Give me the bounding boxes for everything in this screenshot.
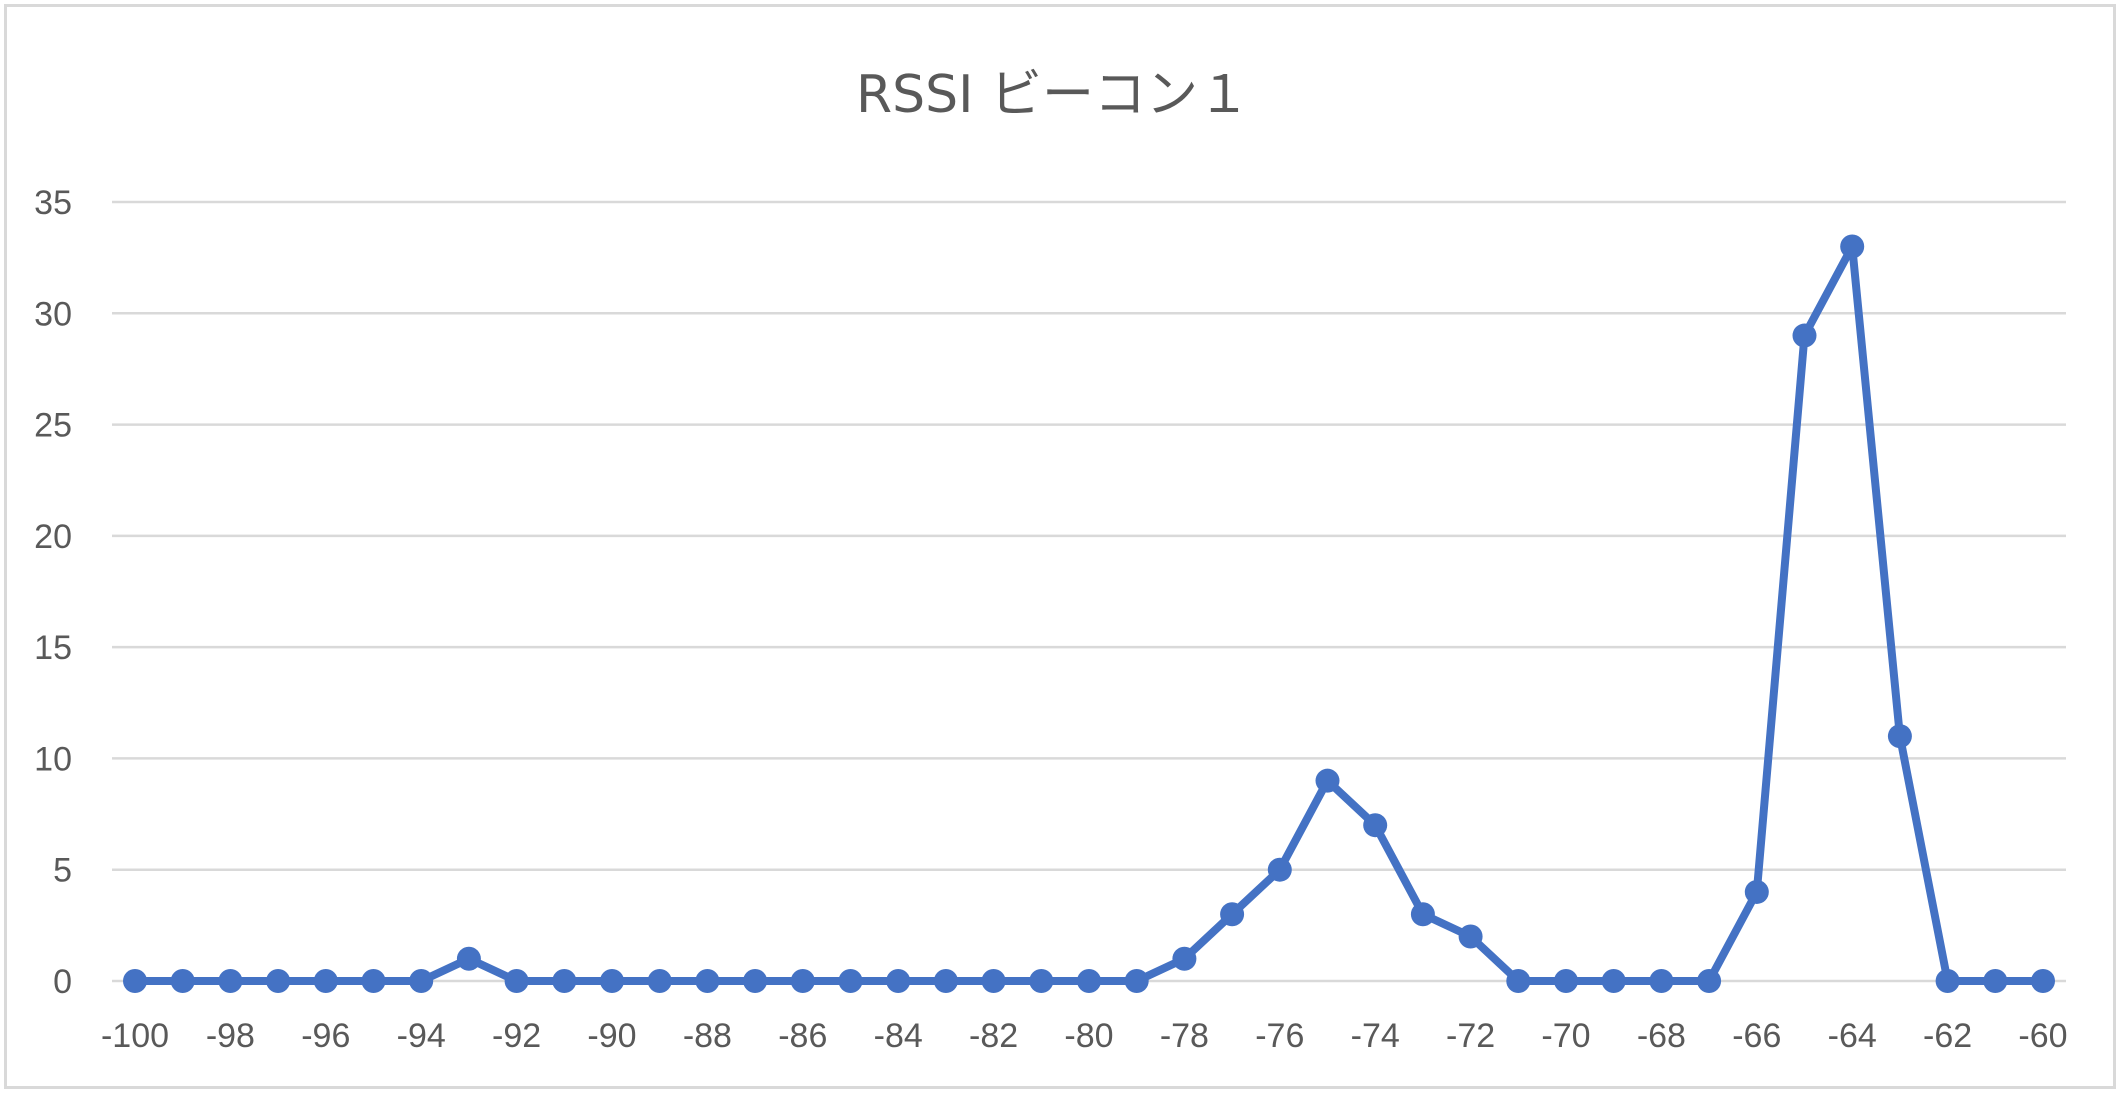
x-axis-ticks: -100 -98 -96 -94 -92 -90 -88 -86 -84 -82 -80 -78 -76… (101, 1017, 2068, 1055)
y-tick-label: 20 (34, 518, 72, 556)
data-point (1410, 902, 1435, 927)
x-tick-label: -60 (2018, 1017, 2067, 1055)
data-point (361, 969, 386, 993)
x-tick-label: -96 (301, 1017, 350, 1055)
data-point (552, 969, 577, 993)
data-point (1792, 323, 1817, 348)
x-tick-label: -88 (683, 1017, 732, 1055)
x-tick-label: -64 (1828, 1017, 1877, 1055)
data-point (1935, 969, 1960, 993)
y-tick-label: 30 (34, 295, 72, 333)
data-point (1267, 857, 1292, 882)
data-point (790, 969, 815, 993)
y-tick-label: 10 (34, 740, 72, 778)
data-point (1649, 969, 1674, 993)
y-tick-label: 15 (34, 629, 72, 667)
data-point (981, 969, 1006, 993)
gridlines (112, 200, 2066, 983)
x-tick-label: -100 (101, 1017, 169, 1055)
x-tick-label: -90 (587, 1017, 636, 1055)
data-point (1887, 724, 1912, 749)
data-point (1363, 813, 1388, 838)
data-point (838, 969, 863, 993)
data-point (1506, 969, 1531, 993)
data-point (1077, 969, 1101, 993)
x-tick-label: -68 (1637, 1017, 1686, 1055)
data-point (1840, 234, 1865, 259)
data-point (1124, 969, 1149, 993)
x-tick-label: -98 (206, 1017, 255, 1055)
y-tick-label: 25 (34, 407, 72, 445)
data-point (647, 969, 672, 993)
data-point (1315, 768, 1340, 793)
data-point (1220, 902, 1245, 927)
y-tick-label: 0 (53, 963, 72, 1001)
data-point (409, 969, 434, 993)
x-tick-label: -70 (1541, 1017, 1590, 1055)
data-point (1458, 924, 1483, 949)
data-point (600, 969, 624, 993)
x-tick-label: -66 (1732, 1017, 1781, 1055)
x-tick-label: -82 (969, 1017, 1018, 1055)
data-point (886, 969, 911, 993)
chart-frame (4, 4, 2116, 1089)
x-tick-label: -72 (1446, 1017, 1495, 1055)
data-point (170, 969, 195, 993)
data-point (1554, 969, 1578, 993)
x-tick-label: -84 (874, 1017, 923, 1055)
x-tick-label: -94 (397, 1017, 446, 1055)
x-tick-label: -62 (1923, 1017, 1972, 1055)
y-tick-label: 35 (34, 184, 72, 222)
data-point (123, 969, 147, 993)
x-tick-label: -74 (1351, 1017, 1400, 1055)
data-point (456, 946, 481, 971)
x-tick-label: -86 (778, 1017, 827, 1055)
y-axis-ticks: 0 5 10 15 20 25 30 35 (34, 184, 72, 1001)
data-point (743, 969, 768, 993)
chart-title: RSSI ビーコン１ (856, 65, 1250, 125)
y-tick-label: 5 (53, 852, 72, 890)
data-point (1029, 969, 1054, 993)
x-tick-label: -78 (1160, 1017, 1209, 1055)
data-point (504, 969, 529, 993)
x-tick-label: -76 (1255, 1017, 1304, 1055)
x-tick-label: -80 (1064, 1017, 1113, 1055)
x-tick-label: -92 (492, 1017, 541, 1055)
data-point (2031, 969, 2055, 993)
data-point (933, 969, 958, 993)
data-point (313, 969, 338, 993)
data-point (1697, 969, 1722, 993)
data-point (1744, 879, 1769, 904)
data-point (1601, 969, 1626, 993)
series-points (123, 234, 2055, 993)
data-point (266, 969, 291, 993)
data-point (1172, 946, 1197, 971)
data-point (1983, 969, 2008, 993)
data-point (218, 969, 243, 993)
data-point (695, 969, 720, 993)
